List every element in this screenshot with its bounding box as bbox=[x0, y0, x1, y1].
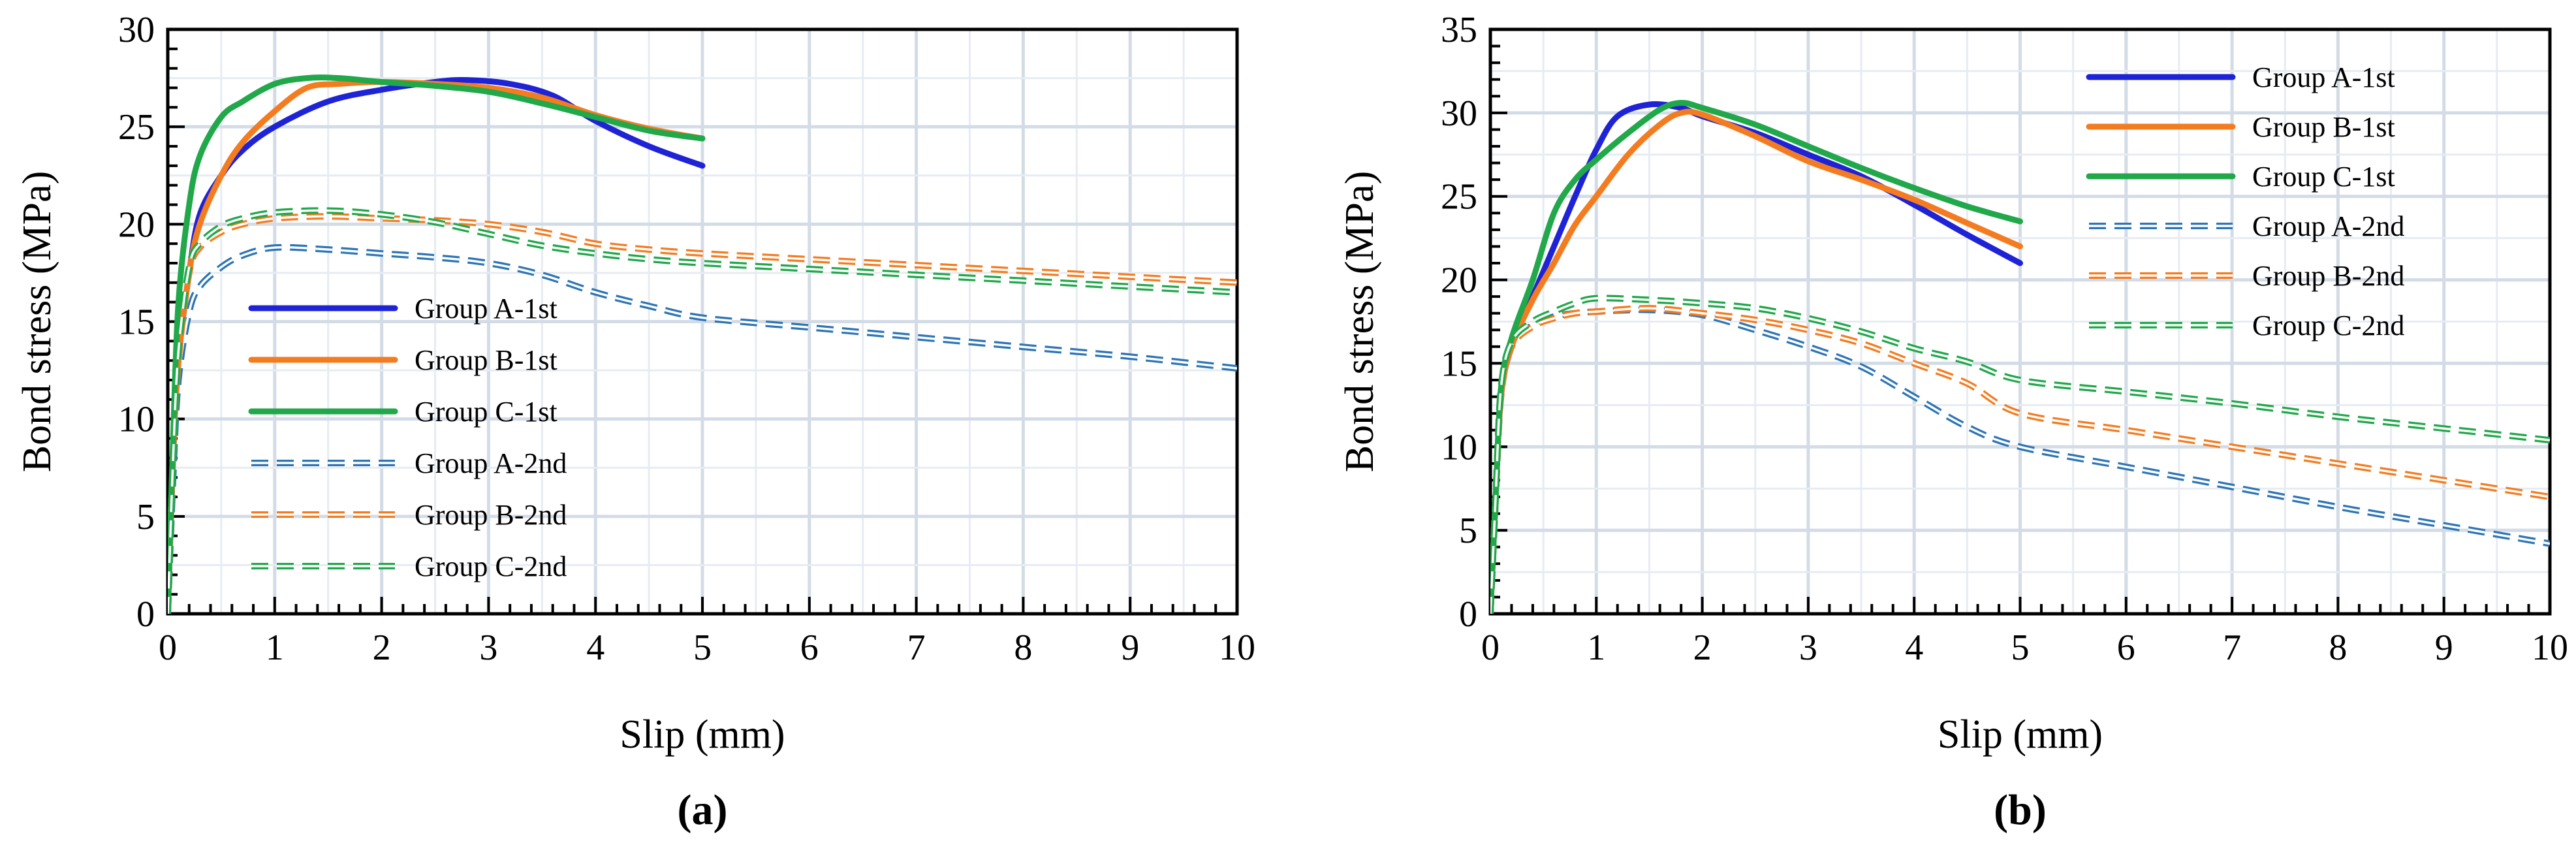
x-tick-label: 0 bbox=[159, 628, 177, 668]
x-tick-label: 7 bbox=[2223, 628, 2241, 668]
x-axis-title: Slip (mm) bbox=[1938, 712, 2103, 757]
y-tick-label: 30 bbox=[1441, 93, 1477, 134]
legend-label: Group B-2nd bbox=[2252, 260, 2404, 292]
y-tick-label: 20 bbox=[1441, 261, 1477, 301]
panel-label: (b) bbox=[1994, 786, 2047, 834]
gridlines bbox=[166, 27, 1239, 616]
x-tick-label: 10 bbox=[2532, 628, 2568, 668]
x-tick-label: 2 bbox=[1693, 628, 1712, 668]
y-tick-label: 10 bbox=[118, 400, 155, 440]
y-tick-label: 0 bbox=[136, 594, 155, 635]
y-tick-label: 25 bbox=[1441, 177, 1477, 217]
x-tick-label: 9 bbox=[2435, 628, 2453, 668]
x-tick-label: 1 bbox=[1587, 628, 1605, 668]
panel-label: (a) bbox=[678, 786, 728, 834]
legend: Group A-1st Group B-1st Group C-1st Group A… bbox=[2086, 61, 2404, 342]
x-tick-label: 8 bbox=[1014, 628, 1032, 668]
x-tick-label: 3 bbox=[1799, 628, 1817, 668]
legend: Group A-1st Group B-1st Group C-1st Group A… bbox=[248, 293, 567, 582]
series-group bbox=[168, 74, 1237, 614]
panel-a-chart: 0 1 2 3 4 5 6 7 8 9 10 0 5 10 15 20 25 30 Slip (mm) Bond st… bbox=[15, 10, 1255, 834]
x-tick-label: 4 bbox=[1905, 628, 1923, 668]
legend-label: Group C-1st bbox=[2252, 161, 2395, 193]
y-tick-label: 15 bbox=[118, 302, 155, 343]
y-tick-label: 10 bbox=[1441, 427, 1477, 468]
x-tick-label: 6 bbox=[800, 628, 819, 668]
y-tick-label: 0 bbox=[1459, 594, 1477, 635]
x-tick-label: 5 bbox=[693, 628, 712, 668]
y-axis-title: Bond stress (MPa) bbox=[1338, 171, 1382, 473]
legend-label: Group C-2nd bbox=[415, 550, 567, 582]
series-group-c-2nd-line-inner bbox=[168, 209, 1237, 614]
series-group-a-2nd-line-inner bbox=[168, 246, 1237, 614]
x-tick-label: 0 bbox=[1481, 628, 1500, 668]
y-tick-label: 30 bbox=[118, 10, 155, 50]
y-tick-label: 25 bbox=[118, 107, 155, 148]
series-group-c-2nd-line-inner bbox=[1490, 296, 2550, 614]
y-tick-label: 5 bbox=[136, 497, 155, 537]
x-tick-label: 4 bbox=[586, 628, 605, 668]
x-tick-label: 9 bbox=[1121, 628, 1139, 668]
legend-label: Group A-1st bbox=[2252, 61, 2395, 93]
panel-b-chart: 0 1 2 3 4 5 6 7 8 9 10 0 5 10 15 20 25 30 35 Slip (mm) Bond … bbox=[1338, 10, 2568, 834]
y-axis-title: Bond stress (MPa) bbox=[15, 171, 59, 473]
legend-label: Group B-2nd bbox=[415, 499, 567, 531]
x-tick-label: 2 bbox=[373, 628, 391, 668]
legend-label: Group B-1st bbox=[2252, 111, 2395, 143]
series-group bbox=[1490, 99, 2550, 614]
y-tick-label: 5 bbox=[1459, 511, 1477, 551]
legend-label: Group B-1st bbox=[415, 344, 558, 376]
x-axis-title: Slip (mm) bbox=[620, 712, 785, 757]
y-tick-label: 35 bbox=[1441, 10, 1477, 50]
legend-label: Group A-2nd bbox=[2252, 210, 2404, 242]
legend-label: Group A-2nd bbox=[415, 447, 567, 479]
legend-label: Group C-1st bbox=[415, 396, 558, 428]
x-tick-label: 8 bbox=[2329, 628, 2347, 668]
legend-label: Group A-1st bbox=[415, 293, 558, 325]
legend-label: Group C-2nd bbox=[2252, 310, 2404, 342]
x-tick-label: 5 bbox=[2011, 628, 2030, 668]
series-group-c-1st-line bbox=[168, 74, 706, 614]
x-tick-label: 6 bbox=[2117, 628, 2135, 668]
x-tick-label: 1 bbox=[266, 628, 284, 668]
y-tick-label: 20 bbox=[118, 204, 155, 245]
y-tick-label: 15 bbox=[1441, 343, 1477, 384]
x-tick-label: 10 bbox=[1219, 628, 1255, 668]
x-tick-label: 3 bbox=[479, 628, 497, 668]
x-tick-label: 7 bbox=[907, 628, 926, 668]
series-group-b-2nd-line-inner bbox=[168, 215, 1237, 614]
